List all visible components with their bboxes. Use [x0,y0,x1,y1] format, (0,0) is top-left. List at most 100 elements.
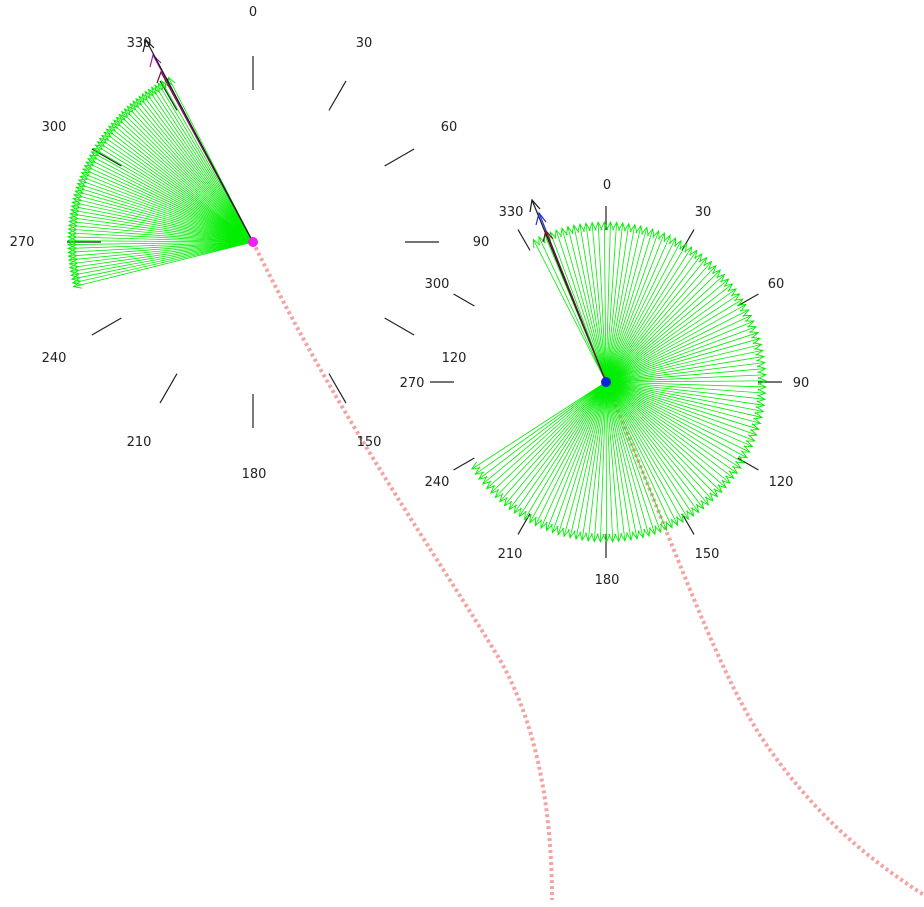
left-sweep-arrowhead-icon [157,82,166,92]
right-sweep-arrowhead-icon [707,264,717,275]
right-compass: 0 30 60 90 120 150 180 210 240 270 300 3… [400,178,810,588]
left-label-180: 180 [242,467,267,482]
left-sweep-ray [127,105,254,243]
right-sweep-arrowhead-icon [673,239,682,250]
right-sweep-ray [605,381,727,489]
right-sweep-ray [605,222,611,383]
right-sweep-ray [605,381,745,464]
right-sweep-ray [605,362,765,383]
left-sweep-arrowhead-icon [68,259,78,267]
right-label-180: 180 [595,573,620,588]
right-sweep-ray [605,381,763,418]
right-sweep-arrowhead-icon [565,225,574,236]
right-sweep-ray [605,381,731,484]
left-sweep-arrowhead-icon [154,84,163,94]
right-sweep-arrowhead-icon [737,303,747,312]
left-sweep-arrowhead-icon [135,97,145,108]
left-center-marker-icon [248,237,258,247]
right-sweep-arrowhead-icon [756,394,767,403]
left-sweep-arrowhead-icon [129,102,139,113]
left-sweep-ray [79,175,254,243]
left-sweep-ray [135,98,254,243]
left-label-120: 120 [442,351,467,366]
right-sweep-arrowhead-icon [704,492,714,502]
right-sweep-ray [605,225,642,383]
right-sweep-ray [504,381,607,506]
left-compass: 0 30 60 90 120 150 180 210 240 270 300 3… [10,5,490,482]
right-sweep-arrowhead-icon [751,336,762,345]
right-sweep-arrowhead-icon [620,532,628,542]
left-sweep-ray [70,241,254,276]
right-sweep-ray [475,381,607,475]
left-sweep-ray [71,241,254,280]
right-sweep-arrowhead-icon [754,406,765,414]
right-sweep-ray [605,381,766,400]
right-sweep-arrowhead-icon [741,445,751,453]
right-sweep-ray [605,381,742,469]
right-sweep-ray [605,278,729,383]
right-sweep-arrowhead-icon [716,273,726,283]
left-sweep-arrowhead-icon [98,137,109,147]
right-sweep-arrowhead-icon [681,510,689,521]
left-label-30: 30 [356,36,373,51]
right-sweep-arrowhead-icon [748,428,758,437]
right-sweep-ray [551,381,607,533]
right-sweep-arrowhead-icon [470,461,481,470]
right-label-60: 60 [768,277,785,292]
left-sweep-ray [76,186,254,243]
left-sweep-arrowhead-icon [100,134,111,144]
left-sweep-arrowhead-icon [66,240,77,249]
right-sweep-ray [478,381,607,480]
right-sweep-ray [581,381,607,541]
left-sweep-ray [144,91,254,243]
right-label-150: 150 [695,547,720,562]
right-sweep-arrowhead-icon [554,228,563,239]
right-sweep-arrowhead-icon [508,500,518,511]
right-sweep-arrowhead-icon [629,223,638,234]
right-sweep-ray [605,274,725,383]
right-sweep-arrowhead-icon [675,513,684,524]
right-sweep-arrowhead-icon [743,439,754,448]
right-sweep-arrowhead-icon [545,521,554,532]
left-sweep-ray [68,228,254,243]
left-sweep-arrowhead-icon [67,222,78,230]
right-sweep-ray [605,343,762,383]
right-sweep-ray [579,224,607,383]
right-sweep-arrowhead-icon [755,400,766,409]
right-sweep-arrowhead-icon [641,226,649,237]
right-sweep-arrowhead-icon [757,382,768,391]
right-sweep-arrowhead-icon [727,288,738,297]
right-sweep-ray [605,381,723,493]
left-trajectory-path [251,241,554,901]
left-sweep-arrowhead-icon [92,147,103,156]
right-sweep-arrowhead-icon [746,434,756,442]
right-sweep-ray [585,223,607,383]
right-sweep-arrowhead-icon [750,423,760,431]
right-sweep-arrowhead-icon [668,236,677,247]
right-sweep-arrowhead-icon [751,417,762,426]
right-sweep-arrowhead-icon [494,489,504,499]
left-sweep-arrowhead-icon [68,262,79,271]
right-label-0: 0 [603,178,611,193]
left-sweep-ray [141,93,254,243]
left-sweep-arrowhead-icon [105,128,116,137]
left-sweep-arrowhead-icon [110,122,120,132]
right-sweep-arrowhead-icon [478,471,488,480]
right-sweep-ray [605,326,757,383]
right-sweep-ray [482,381,607,485]
right-sweep-ray [605,261,712,383]
right-sweep-ray [605,381,753,447]
right-sweep-arrowhead-icon [560,227,568,237]
left-sweep-ray [132,100,254,243]
right-sweep-ray [605,381,738,474]
right-sweep-ray [524,381,607,520]
right-sweep-arrowhead-icon [755,353,766,362]
left-sweep-arrowhead-icon [68,218,78,227]
right-sweep-ray [605,381,761,424]
right-sweep-arrowhead-icon [503,497,513,507]
left-sweep-arrowhead-icon [112,119,123,129]
left-sweep-arrowhead-icon [86,158,97,166]
right-sweep-arrowhead-icon [752,342,763,351]
left-sweep-arrowhead-icon [67,251,77,260]
